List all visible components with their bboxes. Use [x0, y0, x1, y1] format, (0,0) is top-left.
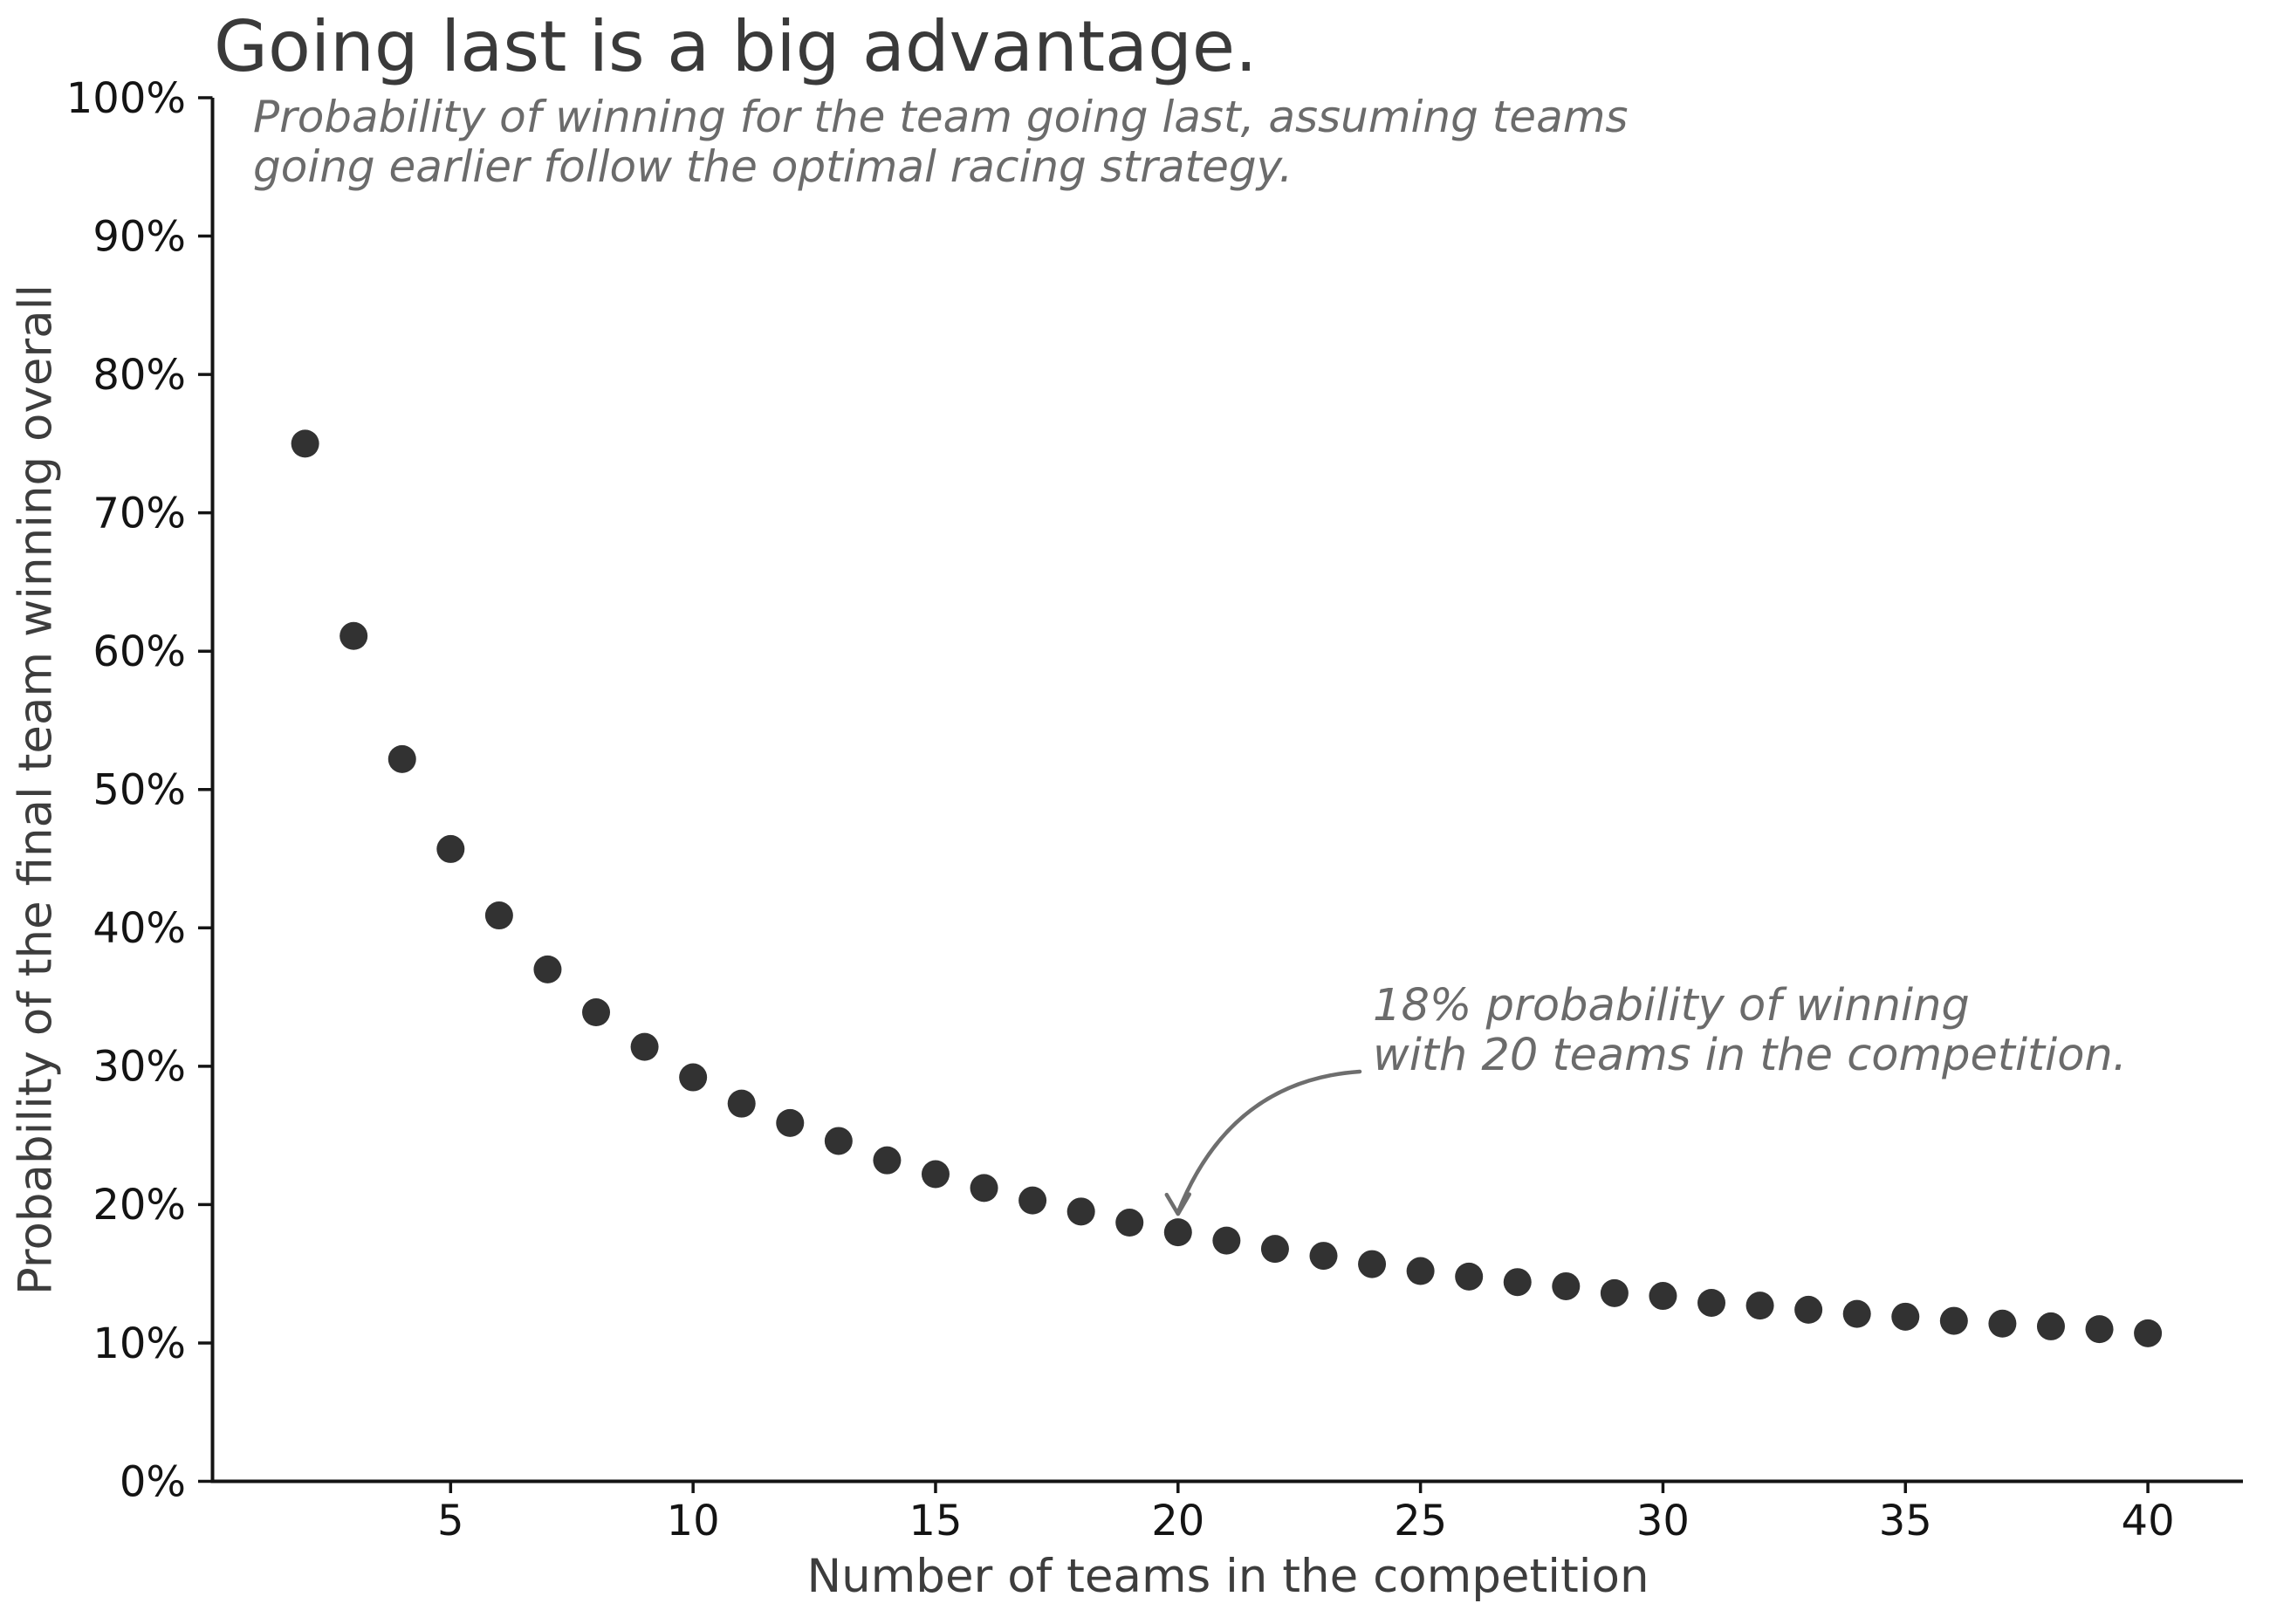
data-point	[970, 1174, 998, 1203]
y-tick-label: 50%	[93, 766, 186, 815]
data-point	[1115, 1209, 1144, 1237]
x-tick-label: 10	[667, 1497, 720, 1545]
data-point	[387, 744, 416, 773]
chart-subtitle: Probability of winning for the team goin…	[253, 92, 1629, 192]
data-point	[1163, 1218, 1192, 1247]
y-tick-label: 70%	[93, 489, 186, 538]
data-point	[1988, 1309, 2017, 1338]
data-point	[1600, 1278, 1629, 1307]
data-point	[2085, 1315, 2114, 1344]
data-point	[1455, 1262, 1484, 1291]
data-point	[1552, 1271, 1581, 1300]
y-tick-label: 40%	[93, 904, 186, 953]
data-point	[1066, 1197, 1095, 1226]
data-point	[1309, 1242, 1338, 1271]
data-point	[1503, 1268, 1532, 1297]
x-axis-label: Number of teams in the competition	[806, 1550, 1649, 1603]
data-point	[1939, 1306, 1968, 1335]
data-point	[1358, 1250, 1387, 1278]
y-tick-label: 80%	[93, 351, 186, 400]
data-point	[1649, 1282, 1677, 1311]
y-tick-label: 20%	[93, 1181, 186, 1230]
chart-title: Going last is a big advantage.	[214, 6, 1258, 87]
data-point	[436, 834, 465, 863]
annotation-arrow	[1176, 1069, 1362, 1215]
x-tick-label: 20	[1151, 1497, 1204, 1545]
y-tick-label: 30%	[93, 1043, 186, 1092]
y-tick-label: 0%	[120, 1457, 186, 1506]
data-point	[484, 901, 513, 930]
data-point	[533, 955, 562, 983]
data-point	[776, 1108, 805, 1137]
data-point	[1697, 1288, 1726, 1317]
data-point	[2134, 1319, 2163, 1347]
data-point	[824, 1127, 853, 1155]
data-point	[1018, 1186, 1047, 1215]
x-tick-label: 15	[909, 1497, 962, 1545]
data-point	[339, 621, 368, 650]
x-tick-label: 30	[1636, 1497, 1690, 1545]
data-point	[1842, 1299, 1871, 1328]
data-point	[582, 998, 611, 1027]
data-point	[2036, 1312, 2065, 1340]
x-tick-label: 25	[1394, 1497, 1447, 1545]
x-tick-label: 40	[2122, 1497, 2175, 1545]
data-point	[630, 1032, 659, 1061]
data-point	[873, 1146, 902, 1175]
data-point	[1891, 1302, 1920, 1331]
data-point	[679, 1063, 708, 1092]
x-tick-label: 5	[437, 1497, 464, 1545]
data-point	[727, 1089, 756, 1118]
annotation-arrowhead	[1164, 1192, 1192, 1216]
data-point	[1794, 1295, 1823, 1324]
data-point	[291, 429, 319, 458]
y-tick-label: 10%	[93, 1319, 186, 1368]
y-tick-label: 90%	[93, 212, 186, 261]
annotation-text: 18% probability of winning with 20 teams…	[1373, 980, 2127, 1081]
y-tick-label: 100%	[66, 74, 186, 123]
data-point	[1260, 1235, 1289, 1264]
data-point	[1406, 1257, 1435, 1285]
data-point	[1212, 1226, 1241, 1255]
data-point	[1745, 1292, 1774, 1320]
data-point	[921, 1160, 950, 1189]
y-tick-label: 60%	[93, 627, 186, 676]
x-tick-label: 35	[1879, 1497, 1932, 1545]
